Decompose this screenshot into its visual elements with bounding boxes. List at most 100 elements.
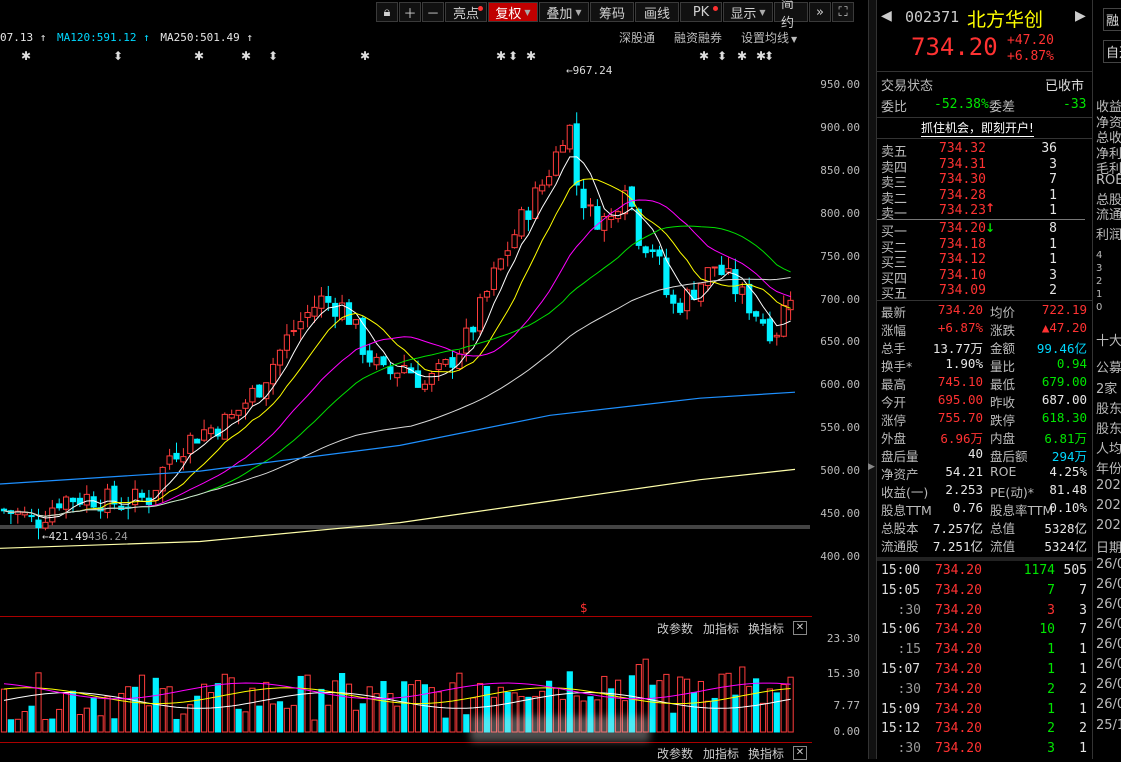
event-marker-icon[interactable]: ⬍ [113, 49, 123, 63]
vol-tick-label: 15.30 [826, 667, 860, 680]
collapse-arrow-icon[interactable]: ▶ [868, 462, 875, 472]
double-chevron-right-icon[interactable]: » [809, 2, 831, 22]
bid-volume: 8 [1049, 221, 1057, 236]
ask-price[interactable]: 734.32 [939, 141, 986, 156]
volume-bar [394, 705, 401, 733]
overlay-button[interactable]: 叠加 ▼ [539, 2, 589, 22]
candle-body [739, 286, 746, 295]
volume-change-indicator-button[interactable]: 换指标 [748, 622, 785, 636]
draw-line-button[interactable]: 画线 [635, 2, 679, 22]
kline-chart-area[interactable]: 🔒︎ ＋ － 亮点 复权 ▼ 叠加 ▼ 筹码 画线 PK 显示 ▼ 简约 » ⛶ 07… [0, 0, 868, 761]
stat-value: 6.96万 [940, 431, 983, 446]
close-icon[interactable]: ✕ [793, 746, 807, 760]
candle-body [359, 317, 366, 355]
stat-label: 跌停 [990, 413, 1016, 428]
volume-bar [242, 711, 249, 733]
bid-price[interactable]: 734.18 [939, 236, 986, 252]
highlight-button[interactable]: 亮点 [445, 2, 487, 22]
display-button[interactable]: 显示 ▼ [723, 2, 773, 22]
volume-bar [97, 715, 104, 733]
volume-bar [697, 680, 704, 733]
ask-price[interactable]: 734.28 [939, 187, 986, 203]
stat-label: ROE [990, 464, 1017, 479]
candle-body [21, 512, 28, 516]
volume-bar [511, 692, 518, 733]
bid-price[interactable]: 734.12 [939, 252, 986, 267]
tick-price: 734.20 [935, 701, 982, 717]
event-marker-icon[interactable]: ⬍ [268, 49, 278, 63]
tick-time: :15 [897, 642, 921, 658]
adjust-button[interactable]: 复权 ▼ [488, 2, 538, 22]
bid-price[interactable]: 734.20 [939, 221, 986, 236]
chips-button[interactable]: 筹码 [590, 2, 634, 22]
volume-bar [690, 692, 698, 733]
ask-price[interactable]: 734.30 [939, 172, 986, 187]
event-marker-icon[interactable]: ✱ [496, 49, 506, 63]
side-button[interactable]: 自选 [1103, 40, 1121, 63]
indicator-params-button[interactable]: 改参数 [657, 747, 694, 761]
fullscreen-icon[interactable]: ⛶ [832, 2, 854, 22]
close-icon[interactable]: ✕ [793, 621, 807, 635]
tick-row: :30 734.20 2 2 [881, 682, 1089, 702]
volume-bar [601, 675, 608, 733]
candle-body [601, 215, 608, 231]
zoom-in-icon[interactable]: ＋ [399, 2, 421, 22]
event-marker-icon[interactable]: ✱ [241, 49, 251, 63]
volume-bar [628, 675, 635, 733]
candle-body [704, 267, 711, 286]
moving-average-line [3, 199, 791, 517]
price-change: +47.20 [1007, 33, 1054, 48]
event-marker-icon[interactable]: ✱ [756, 49, 766, 63]
candle-body [14, 510, 21, 515]
event-marker-icon[interactable]: ✱ [699, 49, 709, 63]
zoom-out-icon[interactable]: － [422, 2, 444, 22]
tick-count: 7 [1079, 622, 1087, 638]
ask-price[interactable]: 734.31 [939, 156, 986, 172]
pk-button[interactable]: PK [680, 2, 722, 22]
candle-body [718, 264, 725, 276]
indicator-add-button[interactable]: 加指标 [703, 747, 740, 761]
ma120-label: MA120:591.12 ↑ [56, 31, 150, 44]
volume-bar [339, 673, 346, 733]
tick-price: 734.20 [935, 622, 982, 638]
bid-price[interactable]: 734.10 [939, 267, 986, 283]
ask-price[interactable]: 734.23 [939, 203, 986, 218]
long-ma-line [0, 391, 796, 485]
volume-bar [7, 719, 14, 733]
volume-add-indicator-button[interactable]: 加指标 [703, 622, 740, 636]
tick-count: 3 [1079, 602, 1087, 618]
prev-stock-icon[interactable]: ◀ [881, 8, 892, 24]
hk-connect-link[interactable]: 深股通 [619, 31, 656, 45]
long-ma-line [0, 468, 796, 549]
volume-bar [766, 688, 773, 733]
event-marker-icon[interactable]: ✱ [360, 49, 370, 63]
candle-body [566, 124, 573, 150]
event-marker-icon[interactable]: ✱ [737, 49, 747, 63]
ma-settings-link[interactable]: 设置均线 ▼ [741, 31, 798, 45]
volume-bar [670, 712, 677, 733]
candle-body [194, 438, 201, 444]
panel-splitter[interactable] [868, 0, 877, 759]
stock-code: 002371 [905, 8, 960, 26]
volume-bar [118, 692, 125, 733]
event-marker-icon[interactable]: ✱ [194, 49, 204, 63]
event-marker-icon[interactable]: ✱ [21, 49, 31, 63]
event-marker-icon[interactable]: ⬍ [764, 49, 774, 63]
next-stock-icon[interactable]: ▶ [1075, 8, 1086, 24]
volume-bar [656, 680, 663, 733]
volume-bar [608, 688, 615, 733]
candle-body [283, 334, 290, 351]
event-marker-icon[interactable]: ✱ [526, 49, 536, 63]
lock-icon[interactable]: 🔒︎ [376, 2, 398, 22]
candle-body [546, 176, 553, 186]
volume-params-button[interactable]: 改参数 [657, 622, 694, 636]
side-button[interactable]: 融 [1103, 8, 1121, 31]
event-marker-icon[interactable]: ⬍ [717, 49, 727, 63]
bid-price[interactable]: 734.09 [939, 283, 986, 298]
event-marker-icon[interactable]: ⬍ [508, 49, 518, 63]
simple-button[interactable]: 简约 [774, 0, 808, 31]
candle-body [414, 370, 422, 388]
margin-trading-link[interactable]: 融资融券 [674, 31, 723, 45]
open-account-banner[interactable]: 抓住机会，即刻开户! [921, 121, 1034, 137]
indicator-change-button[interactable]: 换指标 [748, 747, 785, 761]
